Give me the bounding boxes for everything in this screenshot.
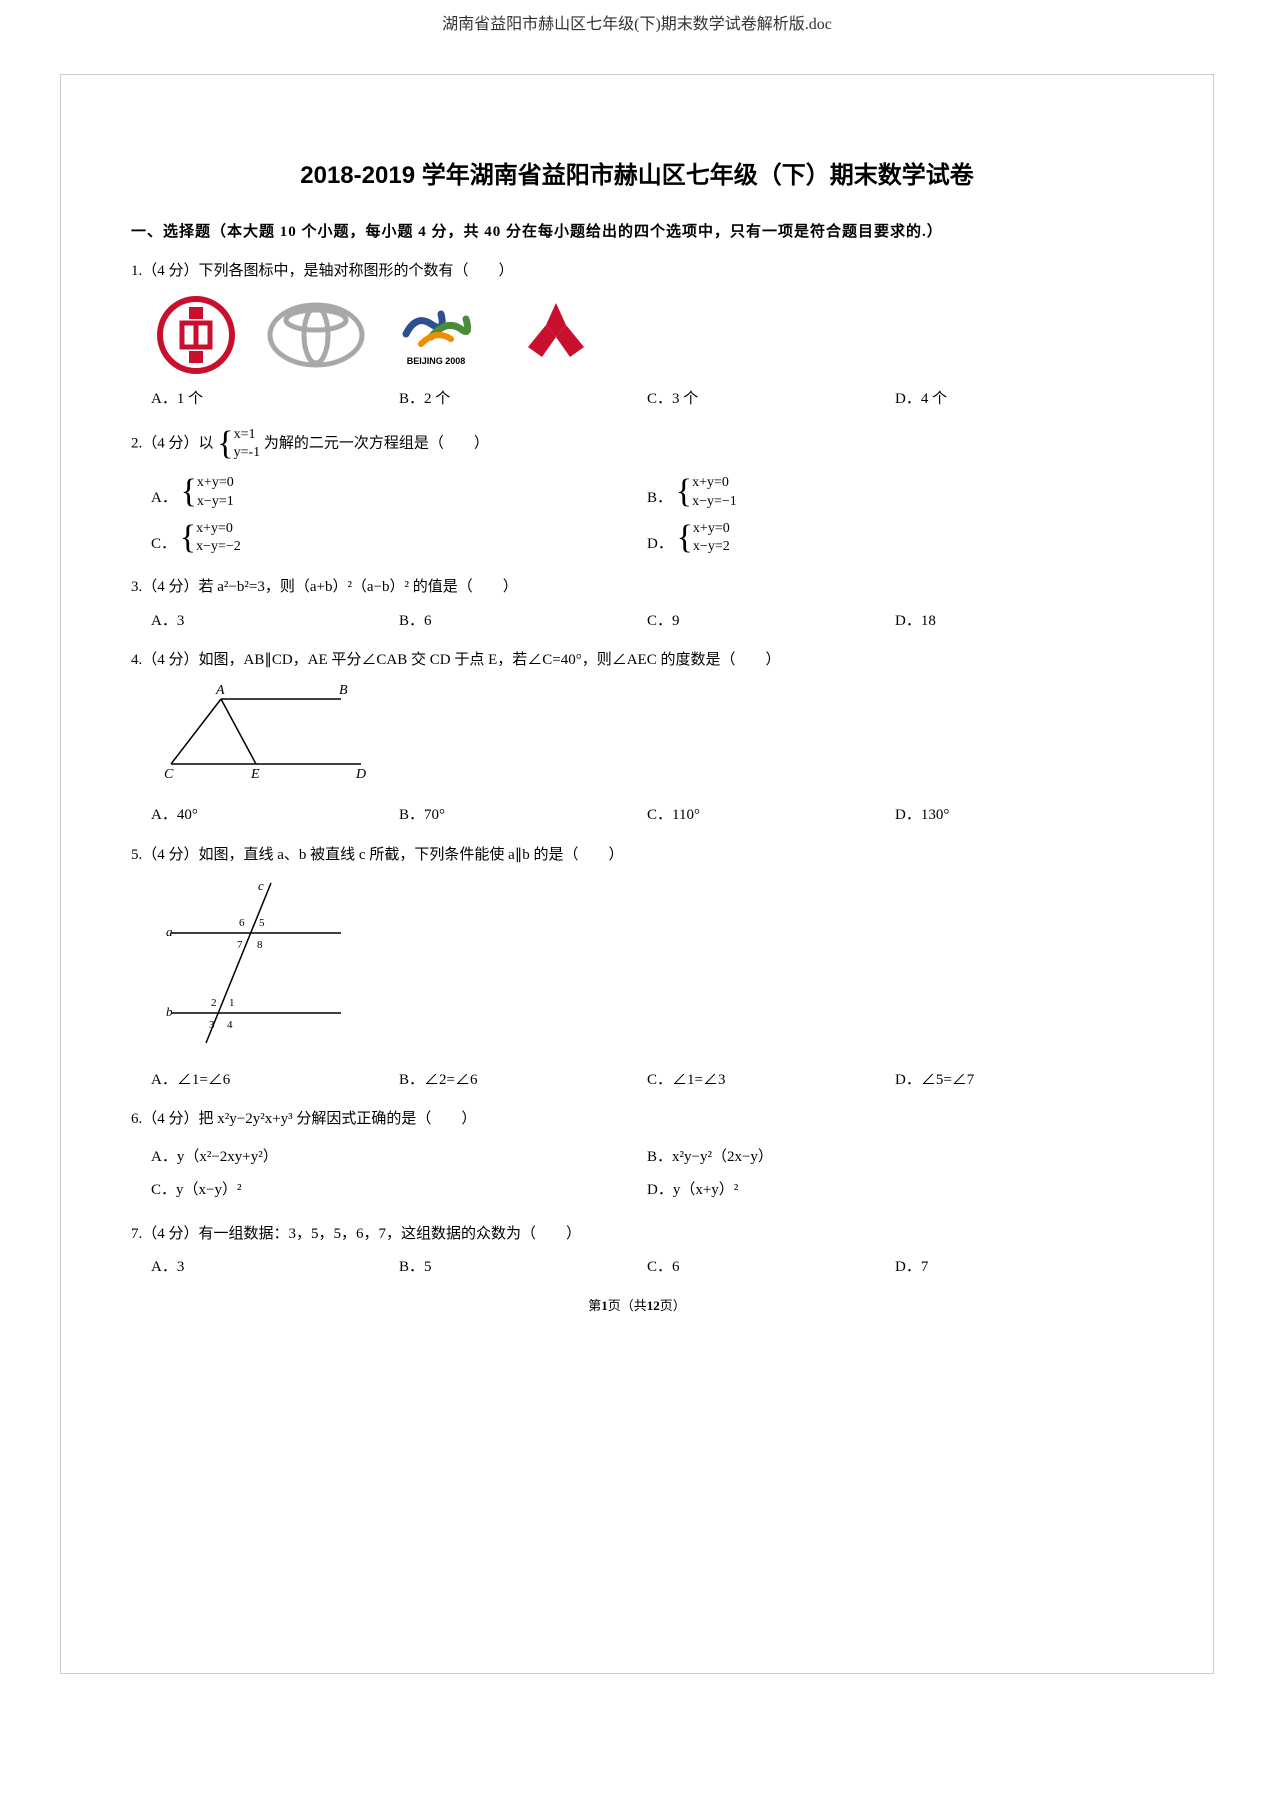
q3-opt-b: B．6 (399, 609, 647, 635)
q2-b-label: B． (647, 490, 672, 506)
q1-opt-a: A．1 个 (151, 387, 399, 413)
q4-text: 4.（4 分）如图，AB∥CD，AE 平分∠CAB 交 CD 于点 E，若∠C=… (131, 648, 1143, 674)
svg-text:3: 3 (209, 1019, 215, 1031)
svg-text:6: 6 (239, 917, 245, 929)
q7-opt-b: B．5 (399, 1255, 647, 1281)
pn-mid: 页（共 (608, 1298, 647, 1313)
q6-text: 6.（4 分）把 x²y−2y²x+y³ 分解因式正确的是（ ） (131, 1107, 1143, 1133)
q1-text: 1.（4 分）下列各图标中，是轴对称图形的个数有（ ） (131, 259, 1143, 285)
q4-figure: A B C E D (131, 684, 1143, 794)
pn-total: 12 (647, 1298, 660, 1313)
svg-text:E: E (250, 767, 260, 782)
svg-text:5: 5 (259, 917, 265, 929)
exam-title: 2018-2019 学年湖南省益阳市赫山区七年级（下）期末数学试卷 (131, 155, 1143, 190)
q7-opt-a: A．3 (151, 1255, 399, 1281)
svg-text:7: 7 (237, 939, 243, 951)
q3-opt-a: A．3 (151, 609, 399, 635)
q7-opt-c: C．6 (647, 1255, 895, 1281)
q2-prefix: 2.（4 分）以 (131, 436, 214, 452)
q2-opt-b: B． { x+y=0 x−y=−1 (647, 474, 1143, 511)
q1-logos: BEIJING 2008 (131, 295, 1143, 375)
q2-d-label: D． (647, 536, 673, 552)
q5-text: 5.（4 分）如图，直线 a、b 被直线 c 所截，下列条件能使 a∥b 的是（… (131, 843, 1143, 869)
svg-text:D: D (355, 767, 366, 782)
q2-opt-c: C． { x+y=0 x−y=−2 (151, 520, 647, 557)
q2-suffix: 为解的二元一次方程组是（ ） (264, 436, 489, 452)
svg-text:8: 8 (257, 939, 263, 951)
svg-text:C: C (164, 767, 174, 782)
q3-opt-d: D．18 (895, 609, 1143, 635)
q2-c-label: C． (151, 536, 176, 552)
q4-opt-c: C．110° (647, 803, 895, 829)
svg-text:B: B (339, 684, 348, 698)
q2-b-bot: x−y=−1 (692, 493, 737, 511)
question-2: 2.（4 分）以 { x=1 y=-1 为解的二元一次方程组是（ ） A． { … (131, 426, 1143, 561)
q2-c-bot: x−y=−2 (196, 538, 241, 556)
question-4: 4.（4 分）如图，AB∥CD，AE 平分∠CAB 交 CD 于点 E，若∠C=… (131, 648, 1143, 829)
question-1: 1.（4 分）下列各图标中，是轴对称图形的个数有（ ） (131, 259, 1143, 412)
q1-opt-b: B．2 个 (399, 387, 647, 413)
q6-opt-d: D．y（x+y）² (647, 1178, 1143, 1204)
q3-opt-c: C．9 (647, 609, 895, 635)
q2-sys-bot: y=-1 (234, 444, 261, 462)
q6-opt-a: A．y（x²−2xy+y²） (151, 1145, 647, 1171)
q6-opt-b: B．x²y−y²（2x−y） (647, 1145, 1143, 1171)
section-1-title: 一、选择题（本大题 10 个小题，每小题 4 分，共 40 分在每小题给出的四个… (131, 220, 1143, 241)
question-6: 6.（4 分）把 x²y−2y²x+y³ 分解因式正确的是（ ） A．y（x²−… (131, 1107, 1143, 1208)
q5-opt-b: B．∠2=∠6 (399, 1068, 647, 1094)
q5-opt-c: C．∠1=∠3 (647, 1068, 895, 1094)
svg-text:b: b (166, 1004, 173, 1019)
svg-text:2: 2 (211, 997, 217, 1009)
question-5: 5.（4 分）如图，直线 a、b 被直线 c 所截，下列条件能使 a∥b 的是（… (131, 843, 1143, 1094)
q3-text: 3.（4 分）若 a²−b²=3，则（a+b）²（a−b）² 的值是（ ） (131, 575, 1143, 601)
q5-opt-d: D．∠5=∠7 (895, 1068, 1143, 1094)
question-3: 3.（4 分）若 a²−b²=3，则（a+b）²（a−b）² 的值是（ ） A．… (131, 575, 1143, 634)
logo-bank-of-china-icon (146, 295, 246, 375)
q2-sys-top: x=1 (234, 426, 261, 444)
q7-text: 7.（4 分）有一组数据：3，5，5，6，7，这组数据的众数为（ ） (131, 1222, 1143, 1248)
svg-text:A: A (215, 684, 225, 698)
logo-mitsubishi-icon (506, 295, 606, 375)
q6-opt-c: C．y（x−y）² (151, 1178, 647, 1204)
q2-text: 2.（4 分）以 { x=1 y=-1 为解的二元一次方程组是（ ） (131, 426, 1143, 462)
logo-toyota-icon (266, 295, 366, 375)
svg-text:c: c (258, 878, 264, 893)
q2-opt-a: A． { x+y=0 x−y=1 (151, 474, 647, 511)
document-page: 2018-2019 学年湖南省益阳市赫山区七年级（下）期末数学试卷 一、选择题（… (60, 74, 1214, 1674)
q1-opt-c: C．3 个 (647, 387, 895, 413)
q2-c-top: x+y=0 (196, 520, 241, 538)
q2-a-label: A． (151, 490, 177, 506)
page-number: 第1页（共12页） (131, 1295, 1143, 1314)
pn-suffix: 页） (660, 1298, 686, 1313)
q1-opt-d: D．4 个 (895, 387, 1143, 413)
q2-opt-d: D． { x+y=0 x−y=2 (647, 520, 1143, 557)
q2-b-top: x+y=0 (692, 474, 737, 492)
q7-opt-d: D．7 (895, 1255, 1143, 1281)
q2-a-top: x+y=0 (197, 474, 234, 492)
question-7: 7.（4 分）有一组数据：3，5，5，6，7，这组数据的众数为（ ） A．3 B… (131, 1222, 1143, 1281)
q4-opt-d: D．130° (895, 803, 1143, 829)
q5-figure: a b c 6 5 7 8 2 1 3 4 (131, 878, 1143, 1058)
svg-text:1: 1 (229, 997, 235, 1009)
q4-opt-b: B．70° (399, 803, 647, 829)
q4-opt-a: A．40° (151, 803, 399, 829)
q2-a-bot: x−y=1 (197, 493, 234, 511)
svg-text:4: 4 (227, 1019, 233, 1031)
q2-d-top: x+y=0 (693, 520, 730, 538)
svg-text:a: a (166, 924, 173, 939)
q2-d-bot: x−y=2 (693, 538, 730, 556)
pn-prefix: 第 (588, 1298, 601, 1313)
filename-header: 湖南省益阳市赫山区七年级(下)期末数学试卷解析版.doc (0, 0, 1274, 44)
q5-opt-a: A．∠1=∠6 (151, 1068, 399, 1094)
beijing-label: BEIJING 2008 (407, 354, 466, 369)
logo-beijing2008-icon: BEIJING 2008 (386, 295, 486, 375)
